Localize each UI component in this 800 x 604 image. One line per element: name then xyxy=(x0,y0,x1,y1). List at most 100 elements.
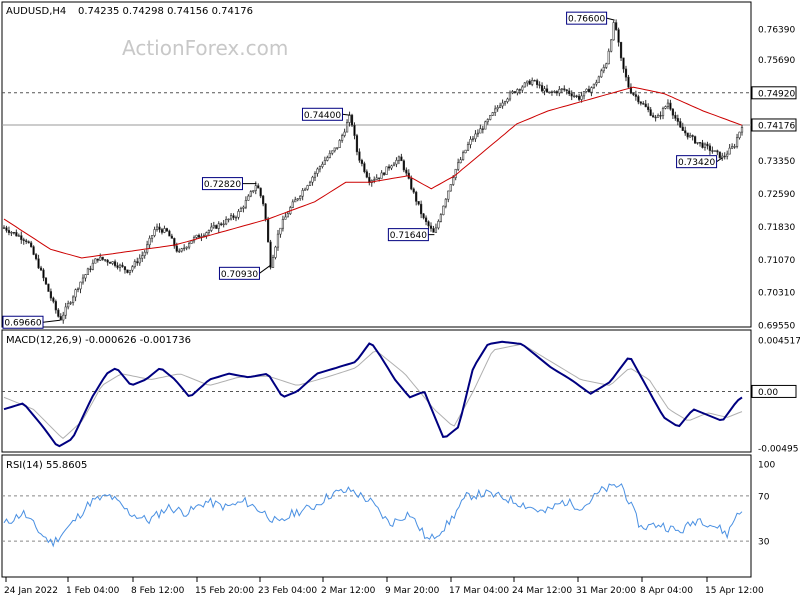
candle-body xyxy=(138,257,141,264)
candle-body xyxy=(738,131,741,139)
candle-body xyxy=(313,173,317,178)
candle-body xyxy=(232,215,235,218)
candle-body xyxy=(698,142,702,144)
candle-body xyxy=(452,177,455,185)
candle-body xyxy=(296,198,299,201)
price-header-symbol: AUDUSD,H4 xyxy=(6,6,66,17)
candle-body xyxy=(521,86,524,91)
candle-body xyxy=(59,316,62,321)
candle-body xyxy=(148,237,151,246)
price-axis-tick: 0.74176 xyxy=(758,121,795,131)
rsi-header: RSI(14) 55.8605 xyxy=(6,460,87,471)
candle-body xyxy=(634,94,637,97)
price-axis-tick: 0.75690 xyxy=(758,56,795,66)
candle-body xyxy=(555,91,558,94)
macd-axis-tick: 0.00 xyxy=(758,388,778,398)
candle-body xyxy=(215,225,218,229)
candle-body xyxy=(195,234,198,238)
candle-body xyxy=(331,150,334,154)
candle-body xyxy=(271,257,275,268)
candle-body xyxy=(444,198,447,207)
candle-body xyxy=(249,191,252,197)
price-layer: 0.69660 0.72820 0.70930 0.74400 0.71640 0.766… xyxy=(2,11,751,329)
candle-body xyxy=(197,234,201,238)
candle-body xyxy=(474,133,477,140)
candle-body xyxy=(592,83,596,88)
candle-body xyxy=(711,150,714,152)
annotation-box xyxy=(201,177,243,191)
candle-body xyxy=(363,163,366,172)
rsi-axis-tick: 100 xyxy=(758,461,775,471)
candle-body xyxy=(126,269,129,273)
candle-body xyxy=(10,231,13,234)
candle-body xyxy=(585,88,588,92)
candle-body xyxy=(637,96,640,103)
candle-body xyxy=(387,166,391,169)
candle-body xyxy=(49,291,52,299)
candle-body xyxy=(267,218,270,243)
candle-body xyxy=(610,39,613,52)
candle-body xyxy=(489,115,492,120)
annotation-label: 0.76600 xyxy=(568,15,605,25)
annotation-label: 0.70930 xyxy=(221,270,258,280)
candle-body xyxy=(104,259,107,261)
candle-body xyxy=(652,115,655,118)
candle-body xyxy=(316,168,319,174)
annotation-box xyxy=(218,266,260,280)
candle-body xyxy=(294,199,297,203)
candle-body xyxy=(79,281,82,290)
candle-body xyxy=(390,165,393,169)
candle-body xyxy=(153,229,156,236)
candle-body xyxy=(392,163,396,167)
candle-body xyxy=(175,245,178,252)
macd-header: MACD(12,26,9) -0.000626 -0.001736 xyxy=(6,335,191,346)
candle-body xyxy=(582,91,586,97)
macd-axis-tick: 0.004517 xyxy=(758,337,800,347)
price-panel-frame xyxy=(1,1,752,328)
candle-body xyxy=(516,89,519,94)
candle-body xyxy=(328,152,331,158)
candle-body xyxy=(696,142,699,144)
candle-body xyxy=(20,235,23,240)
candle-body xyxy=(622,57,625,70)
candle-body xyxy=(257,185,260,189)
candle-body xyxy=(158,226,161,230)
candle-body xyxy=(605,63,608,68)
rsi-axis-tick: 70 xyxy=(758,492,770,502)
candle-body xyxy=(469,139,472,145)
candle-body xyxy=(7,230,11,233)
candle-body xyxy=(494,108,497,113)
candle-body xyxy=(577,95,581,100)
candle-body xyxy=(141,255,144,259)
candle-body xyxy=(689,135,692,138)
candle-body xyxy=(281,219,285,229)
rsi-panel-frame xyxy=(1,454,752,578)
candle-body xyxy=(2,227,6,229)
candle-body xyxy=(383,172,386,175)
candle-body xyxy=(123,266,127,271)
price-axis-tick: 0.73350 xyxy=(758,157,795,167)
candle-body xyxy=(323,160,326,165)
candle-body xyxy=(128,269,131,273)
candle-body xyxy=(44,277,48,285)
annotation-leader xyxy=(716,157,723,163)
candle-body xyxy=(570,93,573,97)
candle-body xyxy=(27,241,30,244)
candle-body xyxy=(706,143,709,147)
candle-body xyxy=(373,179,376,181)
candle-body xyxy=(160,229,164,233)
price-axis-tick: 0.74920 xyxy=(758,89,795,99)
candle-body xyxy=(513,91,517,94)
candle-body xyxy=(91,262,94,270)
macd-layer xyxy=(2,340,751,448)
annotation-leader xyxy=(342,113,351,116)
candle-body xyxy=(32,246,35,255)
candle-body xyxy=(479,128,482,134)
candle-body xyxy=(301,190,304,197)
candle-body xyxy=(607,50,610,65)
candle-body xyxy=(659,115,662,117)
price-axis-tick: 0.72590 xyxy=(758,190,795,200)
candle-body xyxy=(380,172,383,179)
candle-body xyxy=(676,118,679,122)
candle-body xyxy=(656,115,660,118)
